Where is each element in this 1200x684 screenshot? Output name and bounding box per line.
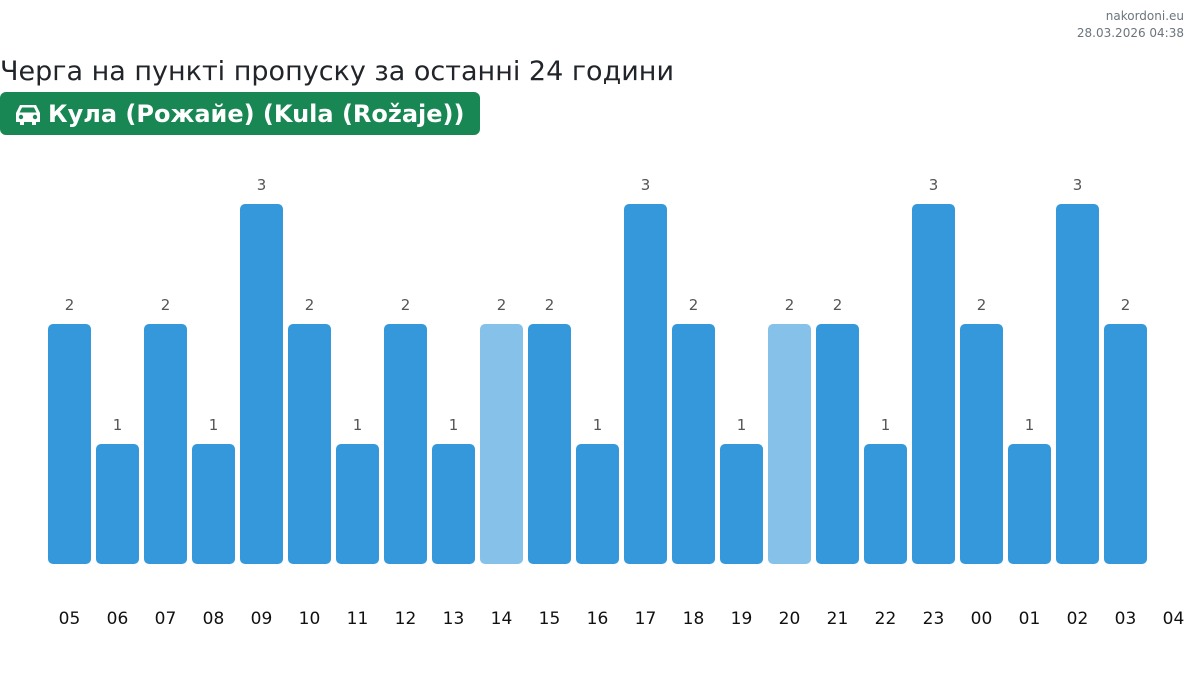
hour-label-16: 16 (587, 609, 609, 629)
source-site: nakordoni.eu (1105, 9, 1184, 23)
value-label-00: 2 (977, 296, 987, 314)
value-label-17: 3 (641, 176, 651, 194)
value-label-08: 1 (209, 416, 219, 434)
hour-label-09: 09 (251, 609, 273, 629)
hour-label-01: 01 (1019, 609, 1041, 629)
bar-23 (912, 204, 955, 564)
bar-11 (336, 444, 379, 564)
value-label-15: 2 (545, 296, 555, 314)
source-info: nakordoni.eu 28.03.2026 04:38 (1077, 8, 1184, 42)
value-label-18: 2 (689, 296, 699, 314)
crossing-badge: Кула (Рожайе) (Kula (Rožaje)) (0, 92, 481, 135)
hour-label-03: 03 (1115, 609, 1137, 629)
hour-label-00: 00 (971, 609, 993, 629)
value-label-10: 2 (305, 296, 315, 314)
value-label-01: 1 (1025, 416, 1035, 434)
hour-label-22: 22 (875, 609, 897, 629)
hour-label-04: 04 (1163, 609, 1185, 629)
bar-03 (1104, 324, 1147, 564)
hour-label-08: 08 (203, 609, 225, 629)
hour-label-19: 19 (731, 609, 753, 629)
value-label-23: 3 (929, 176, 939, 194)
bar-02 (1056, 204, 1099, 564)
bar-10 (288, 324, 331, 564)
hour-label-12: 12 (395, 609, 417, 629)
bar-15 (528, 324, 571, 564)
hour-label-02: 02 (1067, 609, 1089, 629)
value-label-21: 2 (833, 296, 843, 314)
bar-16 (576, 444, 619, 564)
bar-07 (144, 324, 187, 564)
bar-05 (48, 324, 91, 564)
value-label-22: 1 (881, 416, 891, 434)
bar-01 (1008, 444, 1051, 564)
value-label-16: 1 (593, 416, 603, 434)
hour-label-20: 20 (779, 609, 801, 629)
value-label-19: 1 (737, 416, 747, 434)
value-label-03: 2 (1121, 296, 1131, 314)
bar-22 (864, 444, 907, 564)
hour-label-10: 10 (299, 609, 321, 629)
value-label-20: 2 (785, 296, 795, 314)
bar-20 (768, 324, 811, 564)
bar-21 (816, 324, 859, 564)
bar-00 (960, 324, 1003, 564)
value-label-11: 1 (353, 416, 363, 434)
page-title: Черга на пункті пропуску за останні 24 г… (0, 56, 674, 87)
bar-06 (96, 444, 139, 564)
bar-12 (384, 324, 427, 564)
value-label-06: 1 (113, 416, 123, 434)
hour-label-18: 18 (683, 609, 705, 629)
hour-label-14: 14 (491, 609, 513, 629)
hour-label-13: 13 (443, 609, 465, 629)
hour-label-07: 07 (155, 609, 177, 629)
hour-label-15: 15 (539, 609, 561, 629)
bar-19 (720, 444, 763, 564)
hour-label-17: 17 (635, 609, 657, 629)
value-label-12: 2 (401, 296, 411, 314)
car-icon (16, 104, 40, 125)
crossing-name: Кула (Рожайе) (Kula (Rožaje)) (48, 99, 465, 128)
source-timestamp: 28.03.2026 04:38 (1076, 26, 1184, 40)
bar-09 (240, 204, 283, 564)
hour-label-06: 06 (107, 609, 129, 629)
hour-label-23: 23 (923, 609, 945, 629)
bar-17 (624, 204, 667, 564)
bar-08 (192, 444, 235, 564)
value-label-07: 2 (161, 296, 171, 314)
value-label-05: 2 (65, 296, 75, 314)
value-label-02: 3 (1073, 176, 1083, 194)
hour-label-21: 21 (827, 609, 849, 629)
value-label-13: 1 (449, 416, 459, 434)
value-label-09: 3 (257, 176, 267, 194)
queue-bar-chart: 2051062071083092101112121132142151163172… (48, 176, 1185, 629)
value-label-14: 2 (497, 296, 507, 314)
bar-18 (672, 324, 715, 564)
bar-13 (432, 444, 475, 564)
hour-label-05: 05 (59, 609, 81, 629)
bar-14 (480, 324, 523, 564)
hour-label-11: 11 (347, 609, 369, 629)
